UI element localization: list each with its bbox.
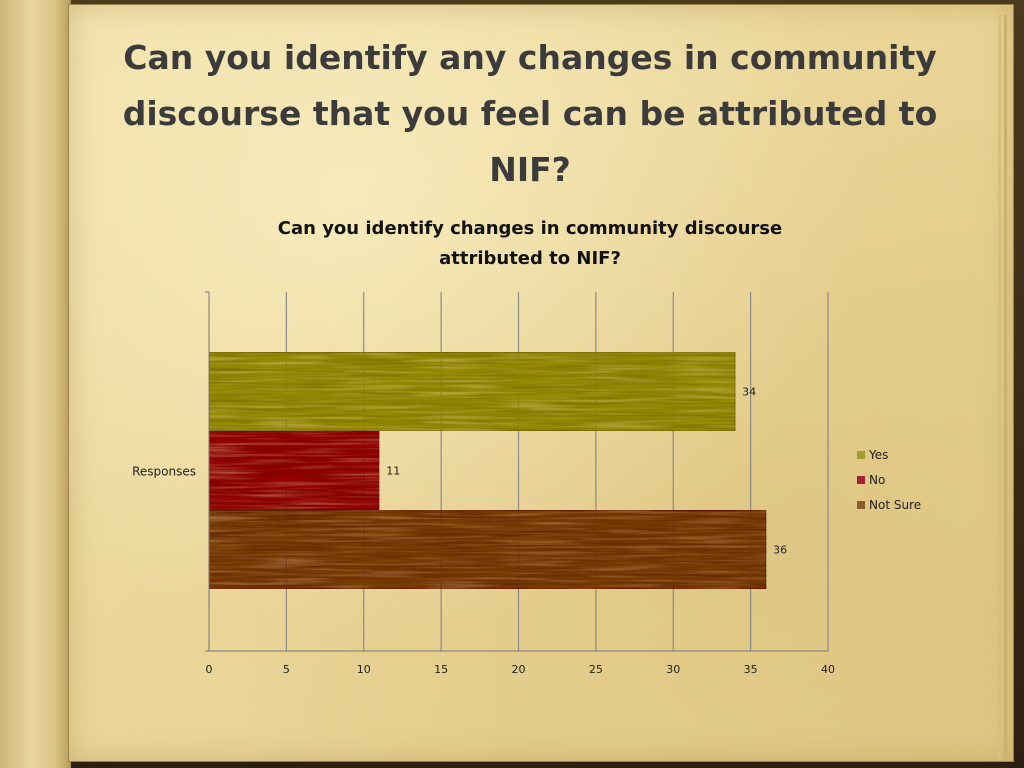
x-tick-label: 35	[744, 663, 758, 676]
bar-yes	[208, 351, 736, 432]
slide-title: Can you identify any changes in communit…	[122, 38, 938, 189]
x-tick-label: 25	[589, 663, 603, 676]
category-label: Responses	[132, 465, 196, 479]
legend-label: Not Sure	[869, 498, 921, 512]
legend-label: No	[869, 473, 885, 487]
legend-swatch	[857, 476, 865, 484]
data-label: 34	[742, 386, 756, 399]
x-tick-label: 20	[512, 663, 526, 676]
legend-swatch	[857, 501, 865, 509]
legend-swatch	[857, 451, 865, 459]
x-tick-label: 10	[357, 663, 371, 676]
x-tick-label: 40	[821, 663, 835, 676]
x-tick-label: 15	[434, 663, 448, 676]
page-edge	[998, 15, 1001, 759]
x-tick-label: 0	[206, 663, 213, 676]
data-label: 36	[773, 544, 787, 557]
x-tick-label: 5	[283, 663, 290, 676]
x-tick-label: 30	[666, 663, 680, 676]
bar-no	[208, 430, 380, 511]
bar-not-sure	[208, 509, 767, 590]
chart-title: Can you identify changes in community di…	[277, 218, 783, 269]
page-edge	[1004, 15, 1007, 759]
book-left-page	[0, 0, 71, 768]
legend-label: Yes	[868, 448, 888, 462]
data-label: 11	[386, 465, 400, 478]
